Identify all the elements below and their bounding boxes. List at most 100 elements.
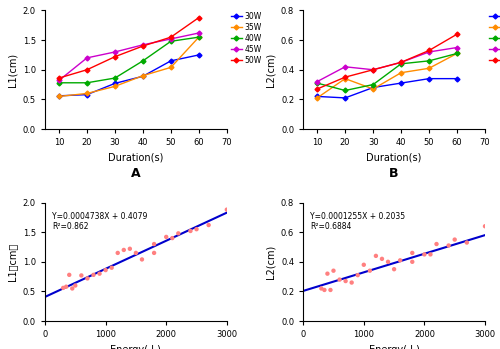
Point bbox=[90, 272, 98, 278]
Line: 45W: 45W bbox=[316, 46, 459, 83]
30W bbox=[56, 94, 62, 98]
Point bbox=[96, 271, 104, 276]
Text: A: A bbox=[131, 167, 140, 180]
35W bbox=[370, 87, 376, 91]
Point bbox=[481, 223, 489, 229]
35W bbox=[140, 74, 146, 78]
Point bbox=[366, 268, 374, 274]
50W bbox=[454, 32, 460, 36]
Point bbox=[348, 280, 356, 285]
Point bbox=[65, 272, 73, 278]
Point bbox=[342, 278, 349, 284]
45W bbox=[342, 65, 348, 69]
Point bbox=[384, 259, 392, 265]
45W bbox=[140, 43, 146, 47]
Point bbox=[150, 241, 158, 247]
Point bbox=[108, 265, 116, 270]
30W bbox=[140, 74, 146, 79]
50W bbox=[140, 44, 146, 48]
35W bbox=[84, 91, 90, 96]
Point bbox=[320, 287, 328, 293]
Point bbox=[78, 273, 86, 278]
Line: 50W: 50W bbox=[316, 32, 459, 91]
Line: 50W: 50W bbox=[57, 16, 201, 80]
50W bbox=[426, 49, 432, 53]
Text: B: B bbox=[390, 167, 399, 180]
Point bbox=[360, 262, 368, 268]
45W bbox=[196, 31, 202, 35]
Y-axis label: L2(cm): L2(cm) bbox=[266, 245, 276, 279]
Text: Y=0.0004738X + 0.4079
R²=0.862: Y=0.0004738X + 0.4079 R²=0.862 bbox=[52, 212, 148, 231]
50W bbox=[112, 54, 118, 59]
40W bbox=[168, 39, 174, 43]
Point bbox=[132, 250, 140, 256]
Point bbox=[186, 228, 194, 234]
Point bbox=[432, 241, 440, 247]
Y-axis label: L1（cm）: L1（cm） bbox=[8, 243, 18, 281]
X-axis label: Energy( J ): Energy( J ) bbox=[368, 345, 420, 349]
Point bbox=[396, 258, 404, 263]
50W bbox=[56, 76, 62, 80]
Point bbox=[62, 284, 70, 289]
Point bbox=[390, 266, 398, 272]
40W bbox=[84, 81, 90, 85]
50W bbox=[342, 75, 348, 79]
Point bbox=[318, 286, 326, 291]
Y-axis label: L1(cm): L1(cm) bbox=[8, 53, 18, 87]
30W bbox=[196, 53, 202, 57]
45W bbox=[398, 60, 404, 65]
Y-axis label: L2(cm): L2(cm) bbox=[266, 53, 276, 87]
45W bbox=[314, 80, 320, 84]
30W bbox=[314, 94, 320, 98]
40W bbox=[196, 35, 202, 39]
40W bbox=[140, 59, 146, 63]
40W bbox=[398, 62, 404, 66]
50W bbox=[168, 35, 174, 39]
35W bbox=[342, 76, 348, 81]
35W bbox=[454, 51, 460, 55]
X-axis label: Energy( J ): Energy( J ) bbox=[110, 345, 162, 349]
Point bbox=[192, 227, 200, 232]
Point bbox=[450, 237, 458, 242]
45W bbox=[370, 68, 376, 72]
50W bbox=[84, 68, 90, 72]
35W bbox=[196, 35, 202, 39]
30W bbox=[426, 76, 432, 81]
30W bbox=[168, 59, 174, 63]
X-axis label: Duration(s): Duration(s) bbox=[108, 153, 164, 163]
35W bbox=[56, 94, 62, 98]
Point bbox=[204, 222, 212, 228]
30W bbox=[398, 81, 404, 85]
45W bbox=[426, 50, 432, 54]
Point bbox=[326, 287, 334, 293]
Point bbox=[120, 247, 128, 253]
Line: 40W: 40W bbox=[316, 52, 459, 92]
Point bbox=[72, 283, 80, 288]
Point bbox=[463, 240, 471, 245]
Point bbox=[372, 253, 380, 259]
Point bbox=[420, 252, 428, 257]
Point bbox=[444, 243, 452, 248]
50W bbox=[370, 68, 376, 72]
45W bbox=[454, 45, 460, 50]
Line: 45W: 45W bbox=[57, 31, 201, 82]
Point bbox=[114, 250, 122, 256]
Point bbox=[84, 276, 92, 281]
30W bbox=[370, 86, 376, 90]
50W bbox=[196, 15, 202, 20]
Line: 30W: 30W bbox=[57, 53, 201, 98]
30W bbox=[84, 92, 90, 97]
Line: 35W: 35W bbox=[57, 35, 201, 98]
Point bbox=[102, 267, 110, 273]
Point bbox=[408, 250, 416, 256]
35W bbox=[426, 66, 432, 70]
40W bbox=[56, 81, 62, 85]
40W bbox=[454, 51, 460, 55]
Point bbox=[150, 250, 158, 256]
Line: 40W: 40W bbox=[57, 35, 201, 84]
Text: Y=0.0001255X + 0.2035
R²=0.6884: Y=0.0001255X + 0.2035 R²=0.6884 bbox=[310, 212, 406, 231]
Point bbox=[126, 246, 134, 252]
Point bbox=[324, 271, 332, 276]
Legend: 30W, 35W, 40W, 45W, 50W: 30W, 35W, 40W, 45W, 50W bbox=[230, 12, 262, 65]
Point bbox=[223, 207, 231, 213]
